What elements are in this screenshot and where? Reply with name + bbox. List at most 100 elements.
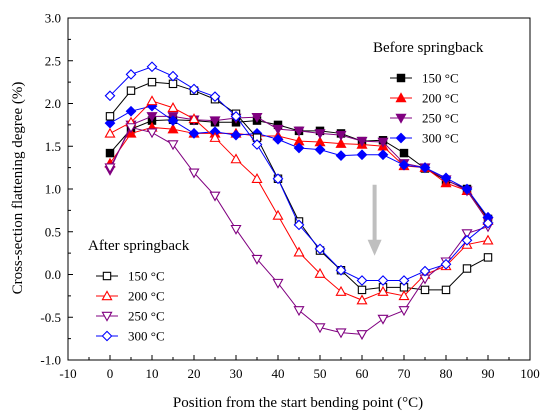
legend-entry: 200 °C <box>390 91 459 106</box>
data-point <box>335 137 347 148</box>
data-point <box>377 275 389 286</box>
legend-entry: 150 °C <box>390 71 459 86</box>
data-point <box>188 168 200 179</box>
legend-entry: 150 °C <box>96 269 165 284</box>
data-point <box>251 112 263 123</box>
data-point <box>419 265 431 277</box>
x-tick-label: -10 <box>59 366 76 381</box>
data-point <box>188 128 200 139</box>
data-point <box>356 275 368 286</box>
legend-marker <box>101 290 113 301</box>
x-tick-label: 100 <box>520 366 540 381</box>
legend-marker <box>101 330 113 342</box>
y-tick-label: 3.0 <box>45 11 61 26</box>
data-point <box>482 234 494 245</box>
data-point <box>482 217 494 229</box>
data-point <box>419 162 431 174</box>
data-point <box>209 191 221 202</box>
x-tick-label: 90 <box>482 366 495 381</box>
data-point <box>398 290 410 301</box>
x-tick-label: 20 <box>188 366 201 381</box>
x-tick-label: 0 <box>107 366 114 381</box>
legend-label: 200 °C <box>128 289 165 304</box>
data-point <box>399 148 409 158</box>
data-point <box>293 126 305 137</box>
data-point <box>293 219 305 231</box>
data-point <box>356 136 368 147</box>
data-point <box>125 69 137 80</box>
data-point <box>398 306 410 317</box>
y-tick-label: 0.0 <box>45 267 61 282</box>
y-tick-label: -0.5 <box>40 310 61 325</box>
data-point <box>314 267 326 278</box>
data-point <box>441 285 451 295</box>
x-tick-label: 60 <box>356 366 369 381</box>
legend-entry: 200 °C <box>96 289 165 304</box>
data-point <box>188 113 200 124</box>
legend-marker <box>395 113 407 124</box>
data-point <box>483 253 493 262</box>
data-point <box>251 139 263 150</box>
legend-label: 150 °C <box>422 71 459 86</box>
data-point <box>209 116 221 127</box>
data-point <box>420 285 430 295</box>
legend-marker <box>396 73 406 83</box>
data-point <box>461 234 473 246</box>
data-point <box>440 172 452 184</box>
legend-entry: 300 °C <box>390 131 459 146</box>
data-point <box>125 123 137 134</box>
data-point <box>377 149 389 161</box>
data-point <box>146 112 158 123</box>
data-point <box>104 90 116 102</box>
data-point <box>105 148 115 158</box>
data-point <box>314 129 326 140</box>
data-point <box>461 229 473 240</box>
legend-label: 250 °C <box>422 111 459 126</box>
series-after-3 <box>104 61 494 286</box>
data-point <box>335 328 347 339</box>
x-tick-label: 70 <box>398 366 411 381</box>
data-point <box>272 124 284 135</box>
data-point <box>462 264 472 273</box>
data-point <box>251 173 263 183</box>
before-springback-legend: Before springback 150 °C 200 °C 250 °C 300 °… <box>373 40 484 146</box>
data-point <box>293 142 305 154</box>
legend-entry: 250 °C <box>96 309 165 324</box>
data-point <box>188 83 200 95</box>
data-point <box>335 285 347 296</box>
data-point <box>126 86 136 95</box>
data-point <box>104 127 116 138</box>
data-point <box>356 294 368 305</box>
data-point <box>146 95 158 106</box>
data-point <box>440 258 452 270</box>
down-arrow-head <box>367 239 382 256</box>
data-point <box>230 129 242 141</box>
legend-label: 150 °C <box>128 269 165 284</box>
y-tick-label: 2.0 <box>45 96 61 111</box>
after-springback-legend: After springback 150 °C 200 °C 250 °C 300 °C <box>88 238 190 344</box>
data-point <box>314 323 326 334</box>
legend-marker <box>101 311 113 322</box>
data-point <box>377 137 389 148</box>
plot-layer: -10 0 10 20 30 40 50 60 70 80 90 100 -1.0 -0.5 0.0 0.5 1… <box>40 11 539 382</box>
y-axis-title: Cross-section flattening degree (%) <box>10 82 26 295</box>
legend-entry: 250 °C <box>390 111 459 126</box>
x-tick-label: 50 <box>314 366 327 381</box>
series-before-3 <box>104 100 494 223</box>
data-point <box>357 285 367 295</box>
data-point <box>125 105 137 117</box>
x-tick-label: 80 <box>440 366 453 381</box>
y-tick-label: 2.5 <box>45 53 61 68</box>
data-point <box>147 77 157 87</box>
y-tick-label: 1.0 <box>45 182 61 197</box>
legend-group-title: Before springback <box>373 40 484 56</box>
data-point <box>146 61 158 73</box>
data-point <box>272 173 284 185</box>
data-point <box>293 306 305 317</box>
data-point <box>272 134 284 145</box>
data-point <box>230 224 242 235</box>
data-point <box>461 183 473 195</box>
x-tick-label: 30 <box>230 366 243 381</box>
data-point <box>398 275 410 286</box>
data-point <box>314 243 326 255</box>
